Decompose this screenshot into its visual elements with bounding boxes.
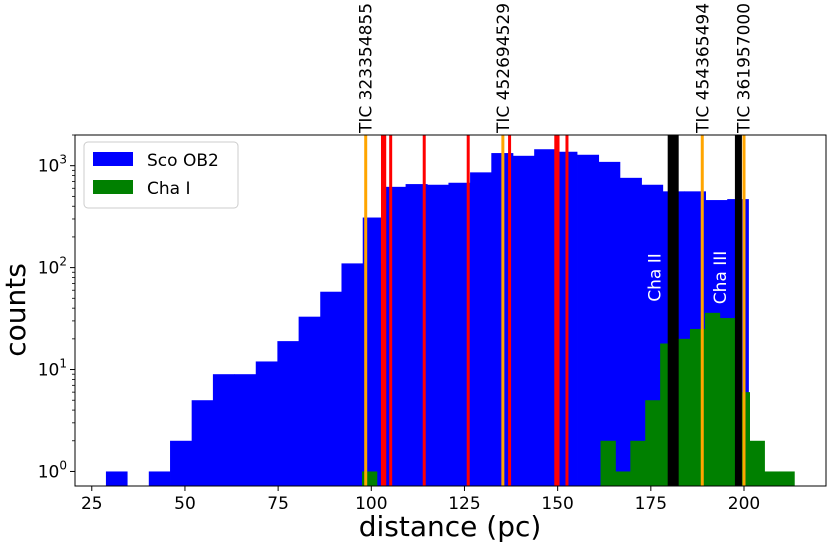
legend-label-cha-i: Cha I xyxy=(147,179,190,199)
bar-cha-i xyxy=(630,440,646,486)
tic-label: TIC 323354855 xyxy=(357,3,377,134)
bar-sco-ob2 xyxy=(298,316,321,486)
bar-sco-ob2 xyxy=(212,374,235,486)
legend: Sco OB2 Cha I xyxy=(83,141,239,209)
bar-cha-i xyxy=(704,312,721,486)
bar-sco-ob2 xyxy=(598,161,621,486)
bar-sco-ob2 xyxy=(320,291,342,486)
bar-cha-i xyxy=(749,440,765,486)
tic-label: TIC 454365494 xyxy=(693,3,713,134)
plot-frame xyxy=(74,134,827,487)
bar-cha-i xyxy=(719,318,736,486)
region-label: Cha II xyxy=(646,253,666,302)
bar-sco-ob2 xyxy=(148,471,171,486)
y-axis-label: counts xyxy=(0,263,32,357)
region-label: Cha III xyxy=(711,251,731,305)
x-axis-label: distance (pc) xyxy=(359,510,542,543)
tic-label: TIC 361957000 xyxy=(734,3,754,134)
bar-cha-i xyxy=(764,471,780,486)
vertical-lines-layer xyxy=(364,135,746,486)
bar-sco-ob2 xyxy=(341,263,364,486)
bar-sco-ob2 xyxy=(448,182,471,486)
bar-sco-ob2 xyxy=(234,374,257,486)
x-tick-label: 100 xyxy=(355,494,387,514)
x-tick-label: 150 xyxy=(541,494,573,514)
x-tick-label: 175 xyxy=(635,494,667,514)
bar-sco-ob2 xyxy=(105,471,128,486)
bar-sco-ob2 xyxy=(577,154,600,486)
y-tick-label: 101 xyxy=(38,357,67,381)
bar-sco-ob2 xyxy=(427,184,449,486)
bar-sco-ob2 xyxy=(512,155,535,487)
bar-sco-ob2 xyxy=(277,341,300,486)
bar-sco-ob2 xyxy=(619,177,642,486)
x-tick-label: 25 xyxy=(81,494,103,514)
bar-cha-i xyxy=(600,440,616,486)
bar-sco-ob2 xyxy=(405,184,428,486)
bar-sco-ob2 xyxy=(191,400,214,486)
bar-cha-i xyxy=(675,338,691,486)
x-tick-label: 125 xyxy=(448,494,480,514)
x-tick-label: 200 xyxy=(728,494,760,514)
legend-swatch-cha-i xyxy=(93,180,133,194)
bar-sco-ob2 xyxy=(534,149,557,487)
labels-layer: TIC 323354855 TIC 452694529 TIC 454365494 T… xyxy=(357,3,755,304)
bar-sco-ob2 xyxy=(170,440,193,486)
bar-cha-i xyxy=(645,400,661,486)
bar-sco-ob2 xyxy=(362,217,385,486)
ticks-layer: 25 50 75 100 125 150 175 200 100 101 102 103 xyxy=(38,134,760,514)
bar-sco-ob2 xyxy=(384,186,406,486)
legend-swatch-sco-ob2 xyxy=(93,152,133,166)
x-tick-label: 75 xyxy=(267,494,289,514)
tic-label: TIC 452694529 xyxy=(494,3,514,134)
legend-label-sco-ob2: Sco OB2 xyxy=(147,151,219,171)
bar-cha-i xyxy=(779,471,795,486)
bar-cha-i xyxy=(615,471,631,486)
bar-sco-ob2 xyxy=(255,361,278,486)
bar-sco-ob2 xyxy=(470,172,492,487)
y-tick-label: 103 xyxy=(38,153,67,177)
y-tick-label: 100 xyxy=(38,458,67,482)
y-tick-label: 102 xyxy=(38,255,67,279)
x-tick-label: 50 xyxy=(174,494,196,514)
